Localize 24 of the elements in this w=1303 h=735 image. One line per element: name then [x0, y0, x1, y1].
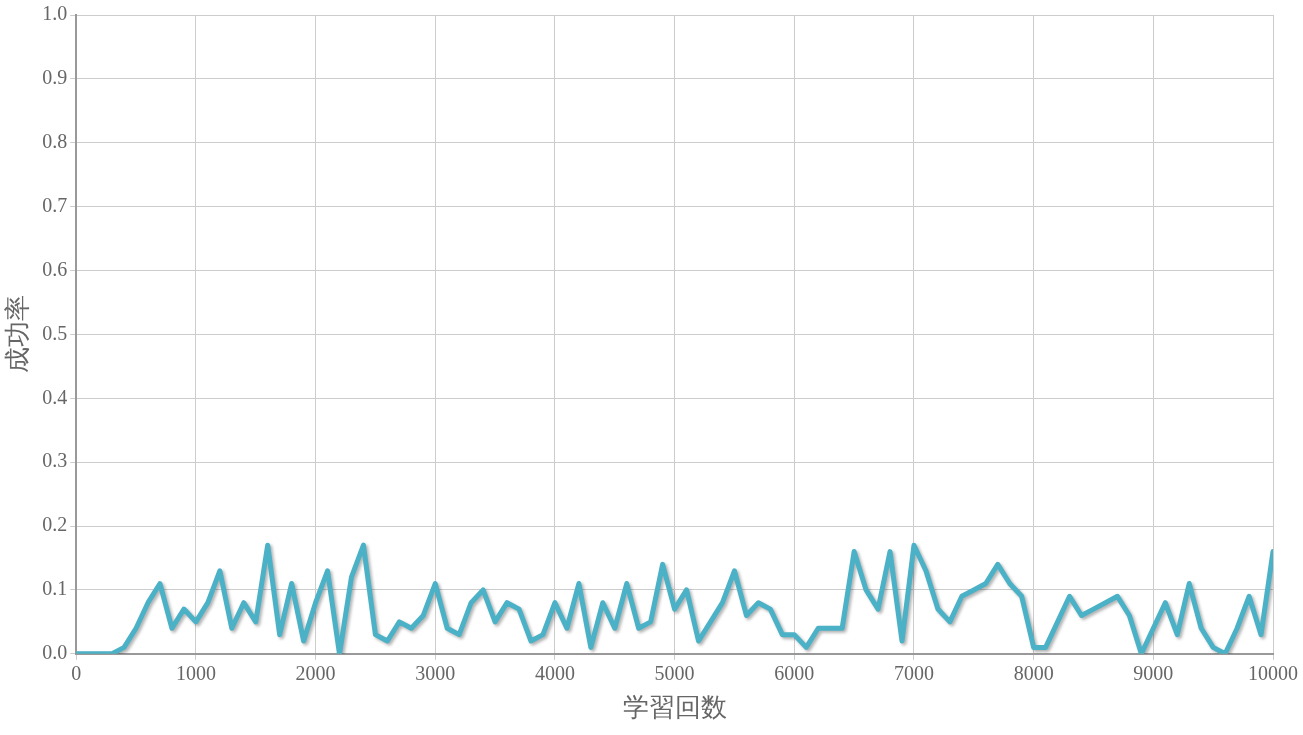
y-tick-label: 0.7 [42, 193, 68, 216]
x-axis-title: 学習回数 [622, 692, 727, 723]
y-tick-label: 0.1 [42, 577, 68, 600]
y-tick-label: 0.4 [42, 385, 68, 408]
y-tick-label: 0.3 [42, 449, 68, 472]
x-tick-label: 4000 [534, 662, 575, 685]
x-tick-label: 7000 [893, 662, 934, 685]
y-tick-label: 0.5 [42, 321, 68, 344]
x-tick-label: 9000 [1133, 662, 1174, 685]
x-tick-label: 8000 [1013, 662, 1054, 685]
y-tick-label: 0.0 [42, 641, 68, 664]
x-tick-label: 6000 [774, 662, 815, 685]
x-tick-label: 2000 [295, 662, 336, 685]
x-tick-label: 10000 [1248, 662, 1298, 685]
x-tick-label: 0 [71, 662, 82, 685]
y-tick-label: 0.8 [42, 130, 68, 153]
y-tick-label: 0.2 [42, 513, 68, 536]
y-tick-label: 0.6 [42, 257, 68, 280]
x-tick-label: 3000 [415, 662, 456, 685]
y-axis-title: 成功率 [2, 295, 33, 374]
x-tick-label: 1000 [175, 662, 216, 685]
y-tick-label: 0.9 [42, 66, 68, 89]
y-tick-label: 1.0 [42, 2, 68, 25]
x-tick-label: 5000 [654, 662, 695, 685]
